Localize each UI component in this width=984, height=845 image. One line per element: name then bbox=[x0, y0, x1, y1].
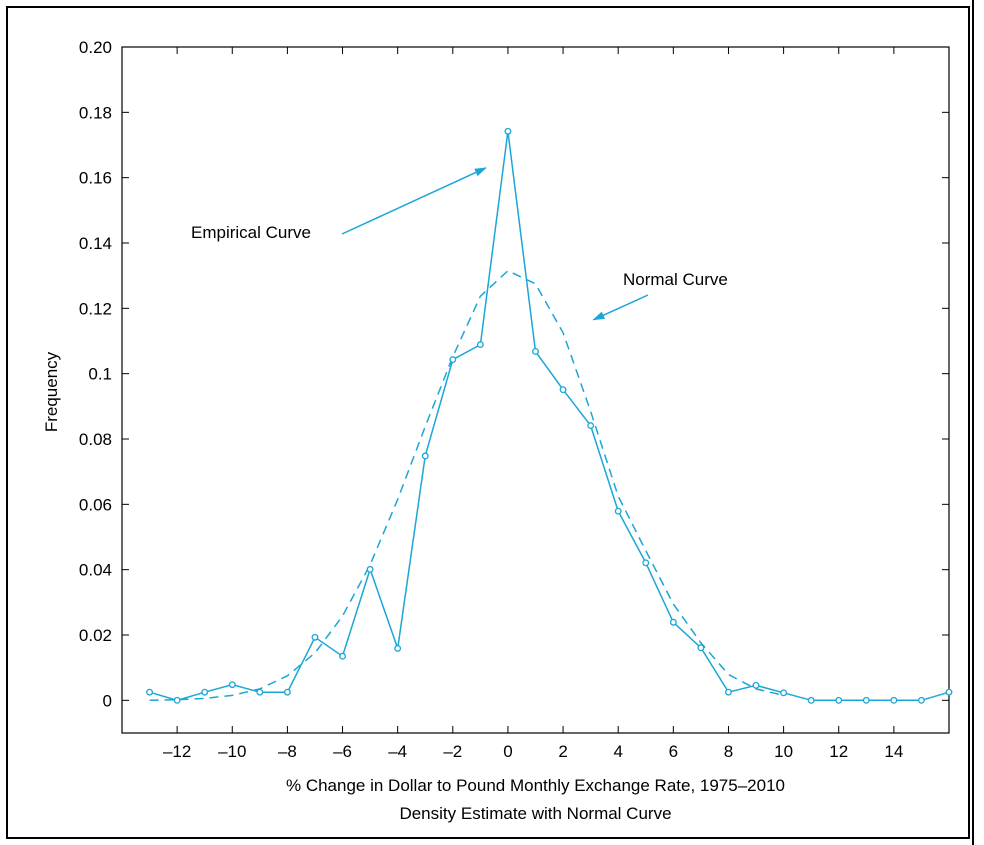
figure-frame bbox=[6, 6, 970, 839]
data-point-empirical bbox=[752, 681, 760, 689]
y-tick-label: 0.08 bbox=[79, 430, 112, 449]
x-tick-label: 8 bbox=[724, 742, 733, 761]
data-point-empirical bbox=[835, 696, 843, 704]
annotation-arrow-normal bbox=[592, 294, 649, 321]
data-point-empirical bbox=[449, 356, 457, 364]
data-point-empirical bbox=[228, 681, 236, 689]
y-tick-label: 0.18 bbox=[79, 103, 112, 122]
data-point-empirical bbox=[780, 689, 788, 697]
annotation-normal-label: Normal Curve bbox=[623, 270, 728, 289]
y-axis-label: Frequency bbox=[42, 351, 61, 432]
data-point-empirical bbox=[146, 688, 154, 696]
x-tick-label: 6 bbox=[669, 742, 678, 761]
chart-subtitle: Density Estimate with Normal Curve bbox=[399, 804, 671, 823]
data-point-empirical bbox=[614, 507, 622, 515]
data-point-empirical bbox=[890, 696, 898, 704]
data-point-empirical bbox=[339, 652, 346, 660]
x-tick-label: 4 bbox=[613, 742, 622, 761]
data-point-empirical bbox=[559, 386, 567, 394]
data-point-empirical bbox=[173, 696, 181, 704]
data-point-empirical bbox=[862, 696, 870, 704]
data-point-empirical bbox=[725, 688, 732, 696]
data-point-empirical bbox=[945, 688, 953, 696]
y-tick-label: 0.20 bbox=[79, 38, 112, 57]
data-point-empirical bbox=[311, 633, 319, 641]
data-point-empirical bbox=[201, 688, 209, 696]
y-tick-label: 0.14 bbox=[79, 234, 112, 253]
data-point-empirical bbox=[669, 618, 677, 626]
plot-area bbox=[121, 46, 950, 734]
data-point-empirical bbox=[476, 341, 484, 349]
x-tick-label: –12 bbox=[163, 742, 191, 761]
x-tick-label: –6 bbox=[333, 742, 352, 761]
y-tick-label: 0.02 bbox=[79, 626, 112, 645]
x-tick-label: 2 bbox=[558, 742, 567, 761]
x-tick-label: –8 bbox=[278, 742, 297, 761]
axis-ticks: –12 –10 –8 –6 –4 –2 0 2 4 6 8 10 12 14 0 0.02 0.04 0.06 0.… bbox=[79, 38, 949, 761]
data-point-empirical bbox=[532, 348, 539, 355]
data-point-empirical bbox=[504, 127, 512, 135]
y-tick-label: 0.04 bbox=[79, 561, 112, 580]
y-tick-label: 0.1 bbox=[88, 365, 112, 384]
x-tick-label: 0 bbox=[503, 742, 512, 761]
x-tick-label: 12 bbox=[829, 742, 848, 761]
annotation-layer bbox=[341, 167, 649, 321]
y-tick-label: 0.12 bbox=[79, 299, 112, 318]
x-tick-label: 14 bbox=[884, 742, 903, 761]
data-point-empirical bbox=[421, 452, 429, 460]
x-axis-label: % Change in Dollar to Pound Monthly Exch… bbox=[286, 776, 785, 795]
annotation-empirical-label: Empirical Curve bbox=[191, 223, 311, 242]
annotation-arrow-empirical bbox=[341, 167, 487, 235]
y-tick-label: 0.16 bbox=[79, 169, 112, 188]
data-point-empirical bbox=[642, 559, 650, 567]
x-tick-label: –10 bbox=[218, 742, 246, 761]
x-tick-label: 10 bbox=[774, 742, 793, 761]
series-line-normal-curve bbox=[149, 269, 784, 702]
data-point-empirical bbox=[283, 688, 291, 696]
data-point-empirical bbox=[917, 696, 925, 704]
y-tick-label: 0.06 bbox=[79, 495, 112, 514]
data-point-empirical bbox=[697, 644, 705, 652]
right-margin bbox=[972, 0, 984, 845]
x-tick-label: –2 bbox=[443, 742, 462, 761]
data-point-empirical bbox=[256, 688, 264, 696]
x-tick-label: –4 bbox=[388, 742, 407, 761]
data-point-empirical bbox=[807, 696, 815, 704]
y-tick-label: 0 bbox=[103, 691, 112, 710]
series-line-empirical-curve bbox=[149, 131, 950, 702]
data-point-empirical bbox=[587, 422, 595, 430]
series-layer bbox=[146, 127, 953, 704]
data-point-empirical bbox=[366, 565, 374, 573]
data-point-empirical bbox=[394, 644, 402, 652]
